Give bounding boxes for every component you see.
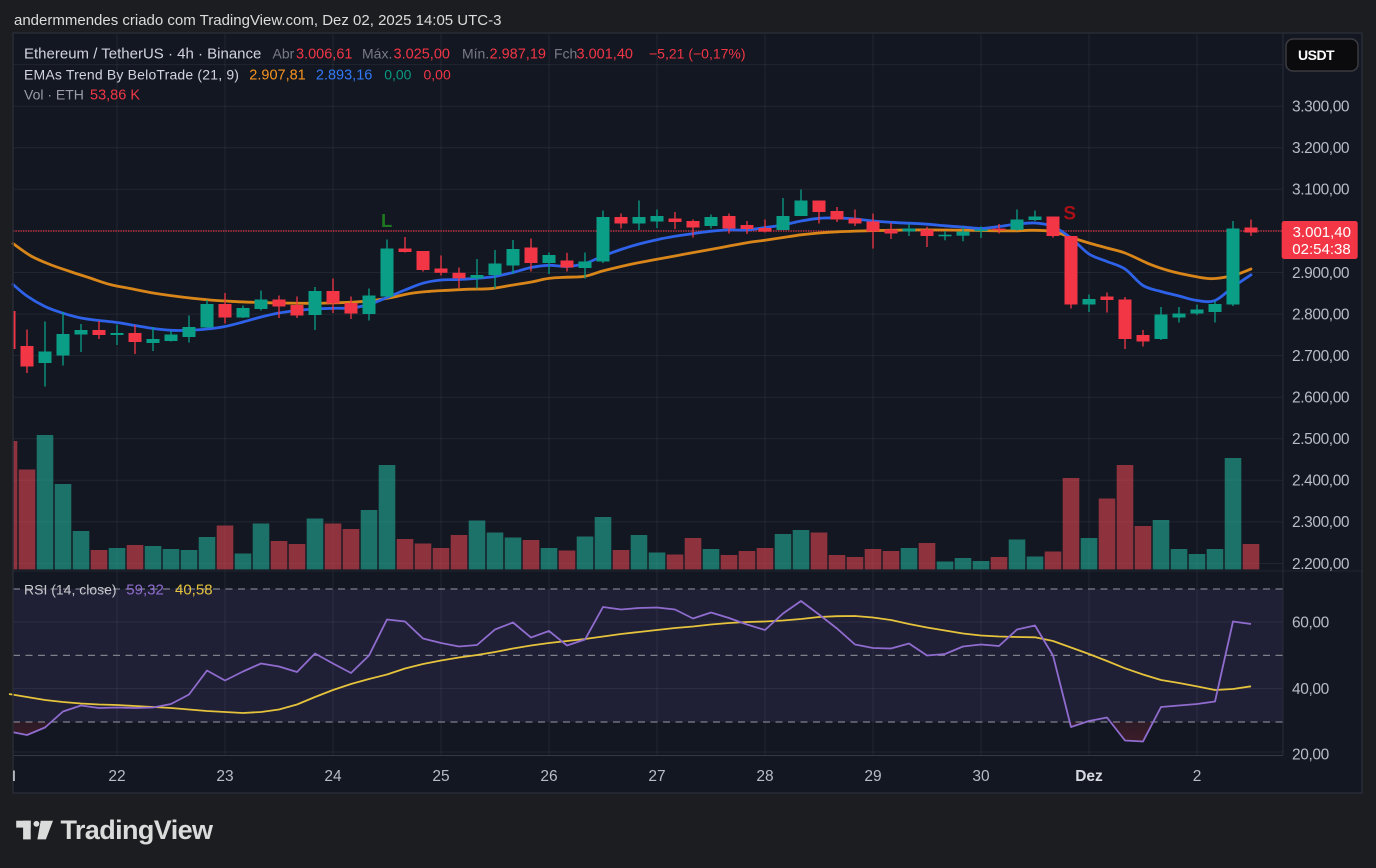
svg-text:24: 24: [324, 768, 342, 785]
svg-text:0,00: 0,00: [384, 67, 411, 83]
svg-text:29: 29: [864, 768, 881, 785]
svg-text:2.400,00: 2.400,00: [1292, 473, 1350, 490]
svg-text:26: 26: [540, 768, 557, 785]
svg-text:RSI (14, close): RSI (14, close): [24, 582, 117, 598]
svg-text:3.025,00: 3.025,00: [394, 47, 450, 63]
svg-text:27: 27: [648, 768, 665, 785]
svg-text:20,00: 20,00: [1292, 747, 1330, 764]
svg-text:3.100,00: 3.100,00: [1292, 182, 1350, 199]
svg-text:2.987,19: 2.987,19: [490, 47, 546, 63]
svg-text:59,32: 59,32: [126, 582, 164, 599]
svg-text:−5,21 (−0,17%): −5,21 (−0,17%): [649, 46, 746, 62]
svg-text:USDT: USDT: [1298, 47, 1335, 63]
svg-text:Vol · ETH: Vol · ETH: [24, 87, 84, 103]
svg-text:Máx.: Máx.: [362, 46, 392, 62]
svg-text:28: 28: [756, 768, 773, 785]
svg-text:S: S: [1063, 204, 1076, 225]
svg-text:30: 30: [972, 768, 990, 785]
svg-text:23: 23: [216, 768, 233, 785]
svg-text:53,86 K: 53,86 K: [90, 88, 140, 104]
svg-text:25: 25: [432, 768, 449, 785]
svg-text:2.500,00: 2.500,00: [1292, 431, 1350, 448]
svg-text:EMAs Trend By BeloTrade (21, 9: EMAs Trend By BeloTrade (21, 9): [24, 67, 239, 83]
svg-text:2.800,00: 2.800,00: [1292, 306, 1350, 323]
svg-text:Dez: Dez: [1075, 768, 1103, 785]
svg-text:2.907,81: 2.907,81: [249, 68, 305, 84]
svg-text:3.001,40: 3.001,40: [1293, 224, 1351, 241]
svg-text:Abr: Abr: [273, 46, 295, 62]
svg-text:3.001,40: 3.001,40: [577, 47, 633, 63]
svg-text:L: L: [381, 210, 392, 231]
svg-text:2.600,00: 2.600,00: [1292, 390, 1350, 407]
svg-text:2.700,00: 2.700,00: [1292, 348, 1350, 365]
svg-text:2.900,00: 2.900,00: [1292, 265, 1350, 282]
svg-text:02:54:38: 02:54:38: [1292, 241, 1350, 258]
svg-text:Fch: Fch: [554, 46, 577, 62]
svg-text:0,00: 0,00: [424, 67, 451, 83]
svg-text:3.300,00: 3.300,00: [1292, 99, 1350, 116]
svg-text:Mín.: Mín.: [462, 46, 489, 62]
svg-text:40,00: 40,00: [1292, 681, 1330, 698]
svg-text:2.200,00: 2.200,00: [1292, 556, 1350, 573]
svg-text:Ethereum / TetherUS · 4h · Bin: Ethereum / TetherUS · 4h · Binance: [24, 46, 261, 63]
svg-text:TradingView: TradingView: [61, 815, 215, 845]
svg-text:2.300,00: 2.300,00: [1292, 514, 1350, 531]
svg-text:andermmendes criado com Tradin: andermmendes criado com TradingView.com,…: [14, 12, 501, 29]
svg-text:2.893,16: 2.893,16: [316, 68, 372, 84]
svg-text:2: 2: [1193, 768, 1202, 785]
svg-text:22: 22: [108, 768, 125, 785]
svg-text:3.006,61: 3.006,61: [296, 47, 352, 63]
svg-text:3.200,00: 3.200,00: [1292, 140, 1350, 157]
svg-text:40,58: 40,58: [175, 582, 213, 599]
svg-text:60,00: 60,00: [1292, 614, 1330, 631]
